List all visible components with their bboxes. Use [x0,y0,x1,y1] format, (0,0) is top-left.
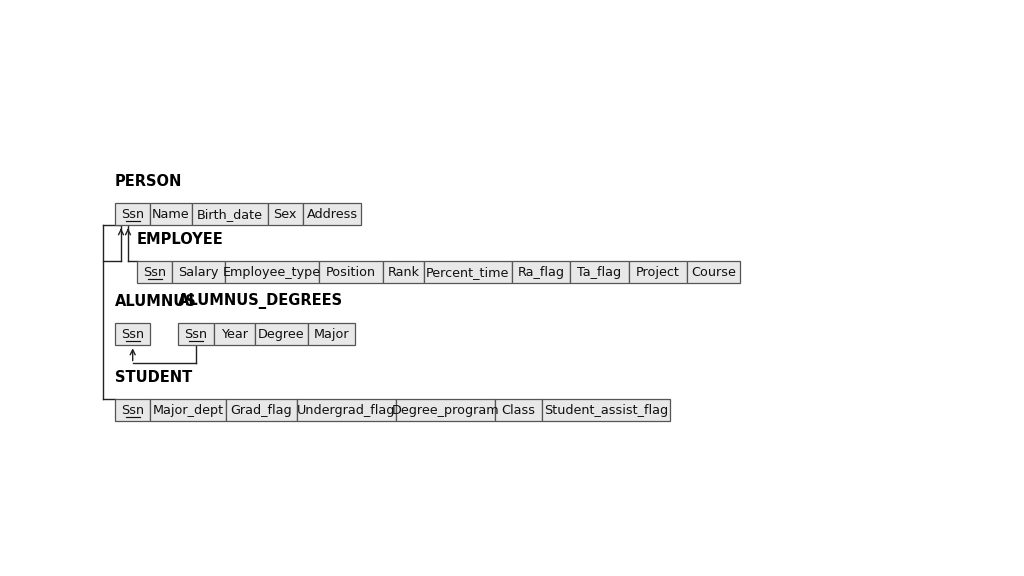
Bar [226,399,297,422]
Bar [267,203,303,225]
Text: STUDENT: STUDENT [115,370,193,385]
Text: Percent_time: Percent_time [426,266,510,279]
Bar [512,262,570,283]
Bar [495,399,542,422]
Bar [178,324,214,346]
Bar [115,399,151,422]
Text: Birth_date: Birth_date [197,208,262,221]
Text: Course: Course [691,266,736,279]
Text: Ssn: Ssn [184,328,208,341]
Bar [308,324,354,346]
Bar [303,203,361,225]
Text: Major: Major [313,328,349,341]
Text: Class: Class [502,404,536,417]
Bar [542,399,670,422]
Text: Degree: Degree [258,328,305,341]
Bar [137,262,172,283]
Text: Employee_type: Employee_type [223,266,321,279]
Text: Rank: Rank [387,266,420,279]
Text: Project: Project [636,266,680,279]
Text: Address: Address [306,208,357,221]
Bar [214,324,255,346]
Text: FIGURE 9.6 Mapping the EER
specialization lattice in Figure 4.7
using multiple o: FIGURE 9.6 Mapping the EER specializatio… [39,37,599,137]
Bar [383,262,424,283]
Bar [172,262,225,283]
Text: Ssn: Ssn [121,208,144,221]
Text: Student_assist_flag: Student_assist_flag [544,404,668,417]
Bar [687,262,740,283]
Text: PERSON: PERSON [115,175,182,190]
Text: EMPLOYEE: EMPLOYEE [137,233,224,248]
Bar [225,262,318,283]
Bar [629,262,687,283]
Bar [191,203,267,225]
Bar [115,203,151,225]
Text: Ssn: Ssn [143,266,166,279]
Bar [424,262,512,283]
Bar [255,324,308,346]
Text: Ta_flag: Ta_flag [578,266,622,279]
Bar [151,203,191,225]
Text: Sex: Sex [273,208,297,221]
Bar [115,324,151,346]
Text: Major_dept: Major_dept [153,404,224,417]
Text: ALUMNUS_DEGREES: ALUMNUS_DEGREES [178,293,343,309]
Text: Ssn: Ssn [121,328,144,341]
Text: Undergrad_flag: Undergrad_flag [297,404,395,417]
Text: Degree_program: Degree_program [391,404,499,417]
Text: Salary: Salary [178,266,219,279]
Bar [297,399,395,422]
Bar [151,399,226,422]
Text: Name: Name [153,208,189,221]
Text: Position: Position [326,266,376,279]
Bar [570,262,629,283]
Text: Year: Year [221,328,248,341]
Text: Ra_flag: Ra_flag [517,266,564,279]
Text: ALUMNUS: ALUMNUS [115,294,197,309]
Text: Grad_flag: Grad_flag [230,404,292,417]
Bar [395,399,495,422]
Bar [318,262,383,283]
Text: Ssn: Ssn [121,404,144,417]
